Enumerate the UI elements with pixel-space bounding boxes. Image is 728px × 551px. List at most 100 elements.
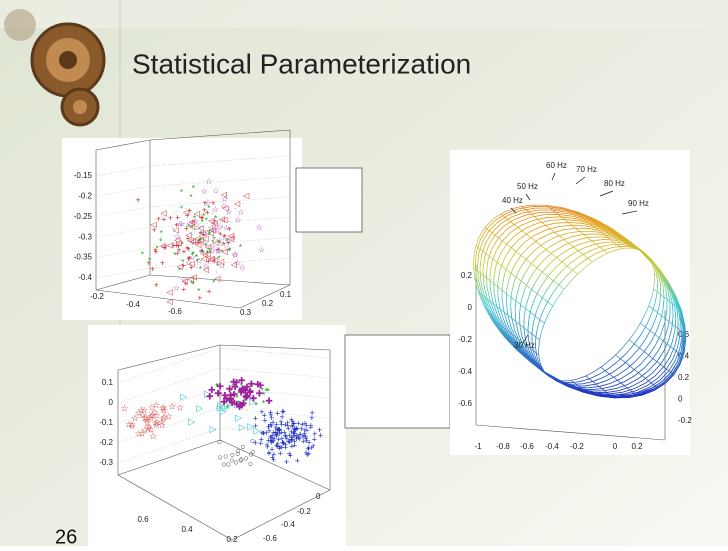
scatter-point: + [269, 437, 274, 447]
scatter-point: + [201, 230, 206, 239]
scatter-point: * [240, 381, 244, 391]
scatter-point: + [301, 436, 306, 446]
axis-line [149, 274, 291, 286]
scatter-point: * [204, 242, 207, 251]
scatter-point: ☆ [165, 411, 173, 421]
grid-line [95, 247, 151, 258]
scatter-point: + [296, 418, 301, 428]
annotation-arrow [599, 190, 614, 197]
axis-line [95, 274, 151, 291]
scatter-point: * [229, 387, 233, 397]
scatter-point: * [225, 397, 229, 407]
scatter-point: + [264, 428, 269, 438]
scatter-point: + [283, 440, 288, 450]
scatter-point: + [271, 427, 276, 437]
scatter-point: + [281, 439, 286, 449]
scatter-point: ☆ [168, 402, 176, 412]
scatter-point: + [281, 407, 286, 417]
scatter-point: + [266, 449, 271, 459]
page-number: 26 [55, 526, 77, 546]
scatter-point: ☆ [221, 194, 228, 203]
scatter-point: ☆ [220, 202, 227, 211]
scatter-point: ☆ [221, 233, 228, 242]
grid-line [95, 165, 151, 177]
scatter-point: + [271, 450, 276, 460]
scatter-point: · [207, 234, 210, 243]
scatter-point: · [198, 255, 201, 264]
mesh-line [521, 206, 593, 263]
scatter-point: ◁ [194, 209, 201, 218]
scatter-point: + [275, 424, 280, 434]
scatter-point: + [258, 439, 263, 449]
scatter-point: · [228, 224, 231, 233]
scatter-point: + [152, 226, 157, 235]
scatter-point: + [262, 411, 267, 421]
scatter-point: ○ [236, 445, 241, 455]
scatter-point: * [238, 386, 242, 396]
scatter-point: + [150, 264, 155, 273]
scatter-point: * [216, 382, 220, 392]
scatter-point: ☆ [176, 403, 184, 413]
scatter-point: + [274, 430, 279, 440]
z-tick-label: -0.2 [678, 416, 692, 425]
scatter-point: + [275, 428, 280, 438]
scatter-point: · [211, 222, 214, 231]
scatter-point: * [262, 399, 266, 409]
scatter-point: ☆ [174, 233, 181, 242]
scatter-point: ◁ [202, 250, 209, 259]
scatter-point: ◁ [213, 238, 220, 247]
scatter-point: ▷ [217, 400, 224, 410]
scatter-point: ✚ [227, 394, 235, 404]
scatter-point: * [209, 249, 212, 258]
scatter-point: * [201, 250, 204, 259]
scatter-point: + [259, 434, 264, 444]
scatter-point: + [308, 421, 313, 431]
scatter-point: + [289, 441, 294, 451]
scatter-point: + [277, 443, 282, 453]
mesh-line [478, 291, 540, 341]
scatter-point: ☆ [237, 208, 244, 217]
scatter-point: · [216, 212, 219, 221]
scatter-point: * [217, 254, 220, 263]
scatter-point: ☆ [234, 258, 241, 267]
axis-line [475, 424, 666, 441]
scatter-point: ◁ [177, 262, 184, 271]
scatter-point: ◁ [212, 218, 219, 227]
scatter-point: ☆ [137, 405, 145, 415]
scatter-point: * [212, 279, 215, 288]
scatter-point: ◁ [234, 199, 241, 208]
scatter-point: + [292, 431, 297, 441]
scatter-point: + [292, 436, 297, 446]
scatter-point: · [179, 255, 182, 264]
grid-line [95, 226, 151, 238]
z-tick-label: 0 [678, 395, 683, 404]
scatter-point: + [297, 434, 302, 444]
scatter-point: · [228, 209, 231, 218]
scatter-point: · [185, 266, 188, 275]
scatter-point: * [205, 216, 208, 225]
scatter-point: ◁ [186, 231, 193, 240]
scatter-point: + [294, 431, 299, 441]
scatter-point: · [225, 391, 228, 401]
scatter-point: ☆ [205, 177, 212, 186]
y-tick-label: -0.2 [458, 335, 472, 344]
annotation-arrow [551, 172, 556, 181]
scatter-point: + [176, 242, 181, 251]
scatter-point: + [279, 428, 284, 438]
scatter-point: ☆ [140, 405, 148, 415]
scatter-point: + [211, 199, 216, 208]
scatter-point: + [290, 421, 295, 431]
scatter-point: + [253, 414, 258, 424]
mesh-line [654, 273, 672, 288]
scatter-point: · [243, 389, 246, 399]
scatter-point: ☆ [208, 223, 215, 232]
scatter-point: ▷ [210, 424, 217, 434]
scatter-point: * [207, 246, 210, 255]
scatter-point: + [283, 420, 288, 430]
scatter-point: * [221, 248, 224, 257]
scatter-point: ☆ [160, 241, 167, 250]
scatter-point: ☆ [141, 413, 149, 423]
scatter-point: ☆ [211, 224, 218, 233]
grid-line [219, 427, 331, 439]
scatter-point: · [228, 217, 231, 226]
